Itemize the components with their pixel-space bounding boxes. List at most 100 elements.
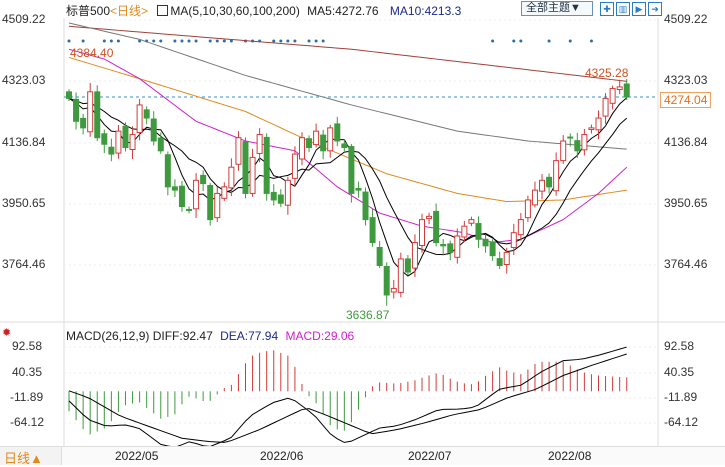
event-dot: [173, 39, 177, 43]
macd-header: MACD(26,12,9) DIFF:92.47 DEA:77.94 MACD:…: [66, 329, 354, 343]
event-dot: [215, 39, 219, 43]
event-dot: [222, 39, 226, 43]
candle-body: [468, 219, 475, 224]
exit-icon[interactable]: ➜: [648, 2, 662, 16]
settings-icon[interactable]: ✹: [2, 327, 12, 339]
event-dot: [138, 39, 142, 43]
candle-body: [369, 217, 376, 244]
diff-line: [68, 346, 627, 448]
event-dot: [194, 39, 198, 43]
candle-body: [235, 137, 242, 165]
candle-body: [136, 104, 143, 133]
candle-body: [404, 258, 411, 273]
candle-body: [419, 219, 425, 246]
candle-body: [510, 232, 517, 248]
candle-body: [122, 125, 129, 149]
event-dot: [159, 39, 163, 43]
date-label: 2022/08: [548, 449, 592, 463]
event-dot: [491, 39, 495, 43]
candle-body: [531, 189, 538, 206]
candle-body: [94, 91, 101, 139]
candle-body: [228, 166, 235, 189]
annotation-low: 3636.87: [346, 308, 390, 322]
event-dot: [589, 39, 593, 43]
ma-indicator-icon[interactable]: [157, 5, 169, 16]
price-axis-label-right: 3950.65: [664, 196, 708, 210]
event-dot: [152, 39, 156, 43]
price-axis-label-left: 4509.22: [2, 12, 46, 26]
candle-body: [143, 109, 150, 119]
price-axis-label-right: 4509.22: [664, 12, 708, 26]
event-dot: [81, 39, 85, 43]
candle-body: [461, 225, 468, 238]
candle-body: [475, 223, 482, 240]
candle-body: [263, 136, 270, 194]
event-dot: [279, 39, 283, 43]
candle-body: [574, 140, 581, 152]
event-dot: [229, 39, 233, 43]
theme-dropdown[interactable]: 全部主题▼: [521, 1, 593, 16]
candle-body: [341, 143, 348, 149]
candle-body: [616, 86, 623, 91]
event-dot: [568, 39, 572, 43]
date-label: 2022/05: [115, 449, 159, 463]
ma100-line: [68, 22, 627, 150]
event-dot: [286, 39, 290, 43]
candle-body: [178, 185, 185, 208]
period-toggle-button[interactable]: 日线▲: [0, 447, 62, 466]
candle-body: [560, 140, 567, 162]
kline-icon[interactable]: ▥: [616, 2, 630, 16]
candle-body: [313, 130, 320, 146]
candle-body: [320, 134, 327, 152]
candle-body: [623, 83, 630, 98]
macd-axis-label-left: -11.89: [10, 390, 44, 404]
ma10-value: MA10:4213.3: [389, 4, 462, 18]
candle-body: [214, 192, 221, 219]
event-dot: [187, 39, 191, 43]
candle-body: [129, 133, 136, 150]
price-axis-label-left: 3950.65: [2, 196, 46, 210]
event-dot: [512, 39, 516, 43]
candle-body: [66, 91, 72, 99]
candle-body: [581, 133, 588, 151]
candle-body: [242, 141, 249, 194]
candle-body: [164, 154, 171, 188]
candle-body: [80, 117, 87, 129]
period-selector[interactable]: <日线>: [110, 4, 149, 18]
macd-axis-label-right: 40.35: [664, 365, 695, 379]
candle-body: [376, 246, 383, 266]
candle-body: [157, 137, 164, 152]
candle-body: [602, 97, 609, 117]
price-axis-label-right: 4136.84: [664, 135, 708, 149]
price-axis-label-left: 4323.03: [2, 73, 46, 87]
candle-body: [108, 146, 115, 155]
crosshair-icon[interactable]: ✚: [600, 2, 614, 16]
ma-label: MA(5,10,30,60,100,200): [170, 4, 300, 18]
candle-body: [539, 179, 546, 192]
candle-body: [553, 160, 560, 192]
candle-body: [221, 186, 228, 199]
macd-axis-label-right: -11.89: [664, 390, 698, 404]
macd-dea: DEA:77.94: [220, 329, 279, 343]
candle-body: [411, 242, 418, 269]
date-label: 2022/07: [408, 449, 452, 463]
candle-body: [482, 238, 489, 247]
event-dot: [547, 39, 551, 43]
candle-body: [503, 251, 510, 266]
event-dot: [67, 39, 71, 43]
symbol-name: 标普500: [66, 4, 111, 18]
candle-body: [433, 210, 440, 244]
candle-body: [440, 244, 447, 247]
play-icon[interactable]: ▶: [632, 2, 646, 16]
event-dot: [314, 39, 318, 43]
macd-axis-label-left: 92.58: [12, 339, 43, 353]
macd-value: MACD:29.06: [285, 329, 355, 343]
annotation-recent-high: 4325.28: [585, 66, 629, 80]
price-axis-label-right: 4323.03: [664, 73, 708, 87]
price-axis-label-right: 3764.46: [664, 257, 708, 271]
event-dot: [519, 39, 523, 43]
candle-body: [298, 137, 305, 160]
ma5-value: MA5:4272.76: [307, 4, 379, 18]
price-axis-label-left: 3764.46: [2, 257, 46, 271]
annotation-high: 4384.40: [70, 46, 114, 60]
